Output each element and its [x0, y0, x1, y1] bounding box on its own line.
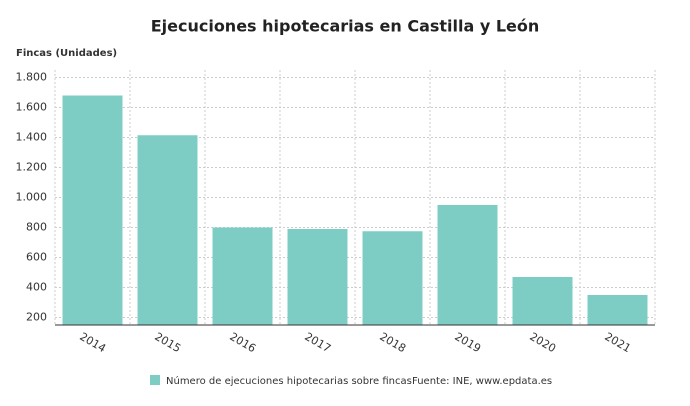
y-tick-label: 600: [26, 251, 47, 264]
y-tick-label: 1.000: [16, 191, 48, 204]
x-tick-label: 2016: [227, 330, 258, 355]
bar: [212, 227, 273, 325]
bar: [587, 295, 648, 325]
x-tick-label: 2020: [527, 330, 558, 355]
x-tick-label: 2018: [377, 330, 408, 355]
y-tick-label: 1.600: [16, 101, 48, 114]
x-tick-label: 2014: [77, 330, 108, 355]
bar: [137, 135, 198, 325]
bar: [512, 277, 573, 325]
y-axis-label: Fincas (Unidades): [16, 48, 117, 59]
y-tick-label: 800: [26, 221, 47, 234]
source: Fuente: INE, www.epdata.es: [412, 376, 552, 387]
legend-label: Número de ejecuciones hipotecarias sobre…: [166, 375, 412, 387]
x-tick-label: 2021: [602, 330, 633, 355]
y-tick-label: 200: [26, 311, 47, 324]
x-tick-label: 2015: [152, 330, 183, 355]
y-tick-label: 1.400: [16, 131, 48, 144]
y-tick-label: 1.800: [16, 71, 48, 84]
legend-swatch: [150, 375, 160, 385]
chart-title: Ejecuciones hipotecarias en Castilla y L…: [151, 17, 540, 36]
bar: [287, 229, 348, 325]
bar: [362, 231, 423, 325]
x-tick-label: 2017: [302, 330, 333, 355]
x-tick-label: 2019: [452, 330, 483, 355]
bar: [437, 205, 498, 325]
y-tick-label: 1.200: [16, 161, 48, 174]
y-tick-label: 400: [26, 281, 47, 294]
bar: [62, 95, 123, 325]
